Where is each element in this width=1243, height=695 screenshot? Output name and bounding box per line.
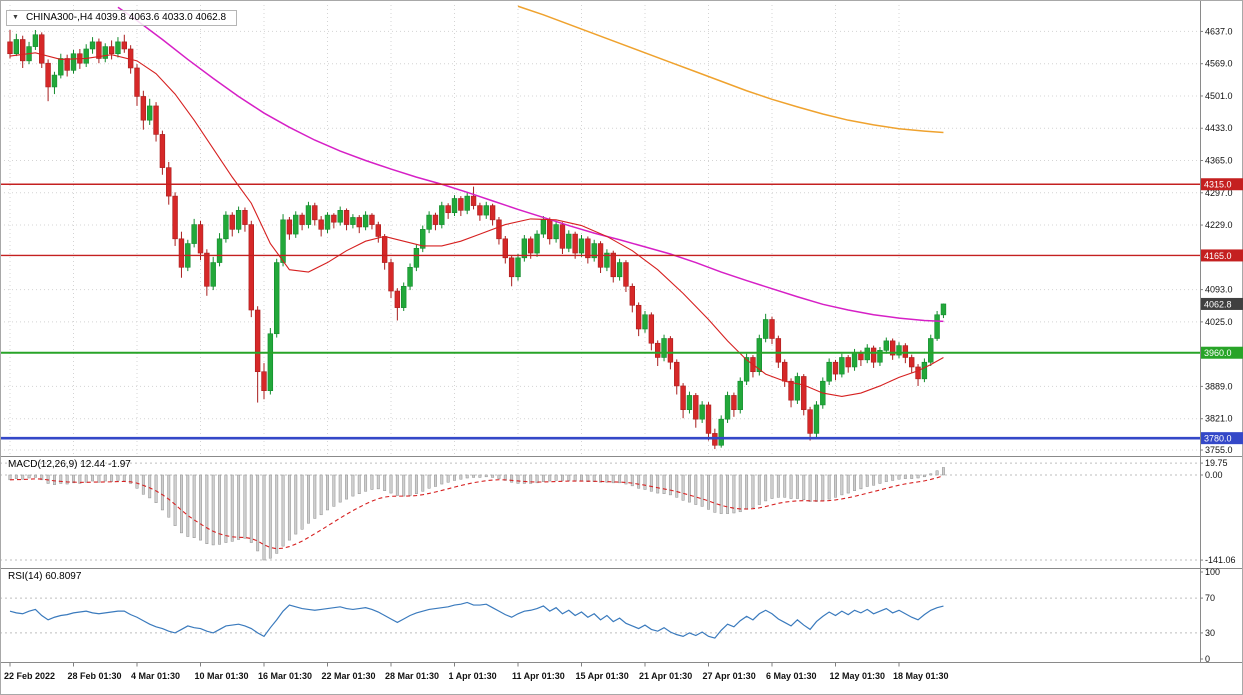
- svg-text:3821.0: 3821.0: [1205, 414, 1233, 424]
- svg-text:4165.0: 4165.0: [1204, 251, 1232, 261]
- svg-text:1 Apr 01:30: 1 Apr 01:30: [449, 671, 497, 681]
- svg-text:4365.0: 4365.0: [1205, 156, 1233, 166]
- one-click-trading-collapse-icon[interactable]: ▼: [12, 14, 19, 21]
- macd-layer: [8, 467, 945, 561]
- svg-text:19.75: 19.75: [1205, 458, 1228, 468]
- ma-fast-red-line: [9, 52, 944, 397]
- svg-text:4501.0: 4501.0: [1205, 91, 1233, 101]
- svg-text:4569.0: 4569.0: [1205, 59, 1233, 69]
- rsi-indicator-label: RSI(14) 60.8097: [8, 571, 82, 582]
- svg-text:4 Mar 01:30: 4 Mar 01:30: [131, 671, 180, 681]
- candles-layer: [7, 30, 947, 450]
- svg-text:12 May 01:30: 12 May 01:30: [830, 671, 886, 681]
- svg-text:27 Apr 01:30: 27 Apr 01:30: [703, 671, 756, 681]
- symbol-ohlc-box: ▼ CHINA300-,H4 4039.8 4063.6 4033.0 4062…: [6, 10, 238, 26]
- svg-text:28 Feb 01:30: 28 Feb 01:30: [68, 671, 122, 681]
- indicator-axis-labels: 19.75 0.00 -141.06 100 70 30 0: [1200, 458, 1236, 664]
- macd-indicator-label: MACD(12,26,9) 12.44 -1.97: [8, 459, 131, 470]
- rsi-panel-splitter[interactable]: [0, 565, 1243, 572]
- svg-text:4637.0: 4637.0: [1205, 26, 1233, 36]
- svg-text:22 Mar 01:30: 22 Mar 01:30: [322, 671, 376, 681]
- price-axis-labels: 4637.0 4569.0 4501.0 4433.0 4365.0 4297.0 4229…: [1200, 26, 1243, 455]
- svg-text:11 Apr 01:30: 11 Apr 01:30: [512, 671, 565, 681]
- svg-text:21 Apr 01:30: 21 Apr 01:30: [639, 671, 692, 681]
- svg-text:0: 0: [1205, 654, 1210, 664]
- svg-text:3780.0: 3780.0: [1204, 434, 1232, 444]
- macd-panel-splitter[interactable]: [0, 453, 1243, 460]
- ma-slow-magenta-line: [117, 6, 944, 323]
- svg-text:4229.0: 4229.0: [1205, 220, 1233, 230]
- time-axis-labels: 22 Feb 2022 28 Feb 01:30 4 Mar 01:30 10 Mar…: [4, 662, 949, 681]
- svg-text:3960.0: 3960.0: [1204, 348, 1232, 358]
- svg-text:0.00: 0.00: [1205, 470, 1223, 480]
- svg-text:4315.0: 4315.0: [1204, 180, 1232, 190]
- svg-text:3755.0: 3755.0: [1205, 445, 1233, 455]
- rsi-line: [9, 601, 944, 639]
- svg-text:4025.0: 4025.0: [1205, 317, 1233, 327]
- svg-text:30: 30: [1205, 628, 1215, 638]
- svg-text:70: 70: [1205, 593, 1215, 603]
- svg-text:-141.06: -141.06: [1205, 555, 1236, 565]
- macd-signal-line: [9, 475, 944, 550]
- svg-text:4297.0: 4297.0: [1205, 188, 1233, 198]
- svg-text:15 Apr 01:30: 15 Apr 01:30: [576, 671, 629, 681]
- svg-text:28 Mar 01:30: 28 Mar 01:30: [385, 671, 439, 681]
- svg-text:16 Mar 01:30: 16 Mar 01:30: [258, 671, 312, 681]
- svg-text:18 May 01:30: 18 May 01:30: [893, 671, 949, 681]
- svg-text:4062.8: 4062.8: [1204, 299, 1232, 309]
- svg-text:100: 100: [1205, 567, 1220, 577]
- svg-text:4433.0: 4433.0: [1205, 123, 1233, 133]
- symbol-ohlc-title: CHINA300-,H4 4039.8 4063.6 4033.0 4062.8: [25, 12, 227, 23]
- svg-text:22 Feb 2022: 22 Feb 2022: [4, 671, 55, 681]
- svg-text:3889.0: 3889.0: [1205, 381, 1233, 391]
- svg-text:4093.0: 4093.0: [1205, 285, 1233, 295]
- price-axis[interactable]: [1200, 0, 1243, 662]
- svg-text:6 May 01:30: 6 May 01:30: [766, 671, 817, 681]
- svg-text:10 Mar 01:30: 10 Mar 01:30: [195, 671, 249, 681]
- time-axis[interactable]: [0, 663, 1243, 695]
- ma-long-orange-line: [517, 5, 944, 134]
